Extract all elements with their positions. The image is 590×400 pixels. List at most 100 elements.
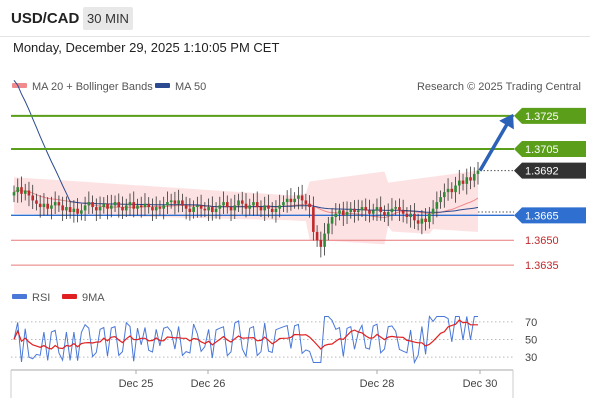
candle-body: [413, 213, 416, 221]
candle-body: [154, 207, 158, 211]
candle-body: [61, 205, 64, 211]
candle-body: [379, 207, 383, 213]
candle-body: [23, 190, 27, 194]
candle-body: [188, 208, 192, 213]
candle-body: [315, 231, 319, 241]
ma9-legend-swatch: [62, 294, 77, 299]
candle-body: [38, 203, 42, 208]
candle-body: [147, 203, 151, 208]
candle-body: [383, 212, 386, 216]
price-tag-label-1.3635: 1.3635: [525, 260, 559, 272]
candle-body: [87, 202, 91, 206]
forecast-arrow-head: [499, 113, 514, 130]
candle-body: [428, 213, 431, 222]
candle-body: [293, 198, 296, 203]
candle-body: [469, 177, 472, 181]
candle-body: [420, 218, 424, 224]
candle-body: [409, 213, 412, 218]
candle-body: [345, 212, 349, 216]
candle-body: [143, 203, 147, 208]
candle-body: [181, 200, 184, 206]
price-tags: 1.3725 1.3705 1.3692 1.3665 1.3650 1.3635: [514, 107, 586, 272]
candle-body: [218, 205, 222, 209]
ma20-legend-swatch: [12, 83, 27, 88]
forecast-arrow: [478, 113, 514, 172]
candle-body: [278, 205, 281, 209]
candle-body: [401, 210, 405, 214]
candle-body: [158, 207, 162, 209]
x-tick-label: Dec 28: [360, 378, 395, 390]
candle-body: [53, 202, 57, 206]
candle-body: [27, 190, 31, 196]
candle-body: [98, 207, 102, 211]
candle-body: [240, 200, 244, 204]
candle-body: [35, 200, 38, 204]
candle-body: [124, 205, 128, 211]
candle-body: [132, 202, 136, 209]
rsi-level-label-70: 70: [525, 317, 537, 329]
timeframe-button[interactable]: 30 MIN: [83, 7, 133, 30]
candle-body: [80, 210, 83, 214]
candle-body: [225, 202, 229, 208]
candle-body: [109, 205, 113, 209]
price-tag-label-1.3692: 1.3692: [525, 166, 559, 178]
candle-body: [424, 218, 427, 222]
candle-body: [341, 210, 345, 216]
candle-body: [65, 207, 68, 211]
ma20-legend-label: MA 20 + Bollinger Bands: [32, 81, 153, 93]
candle-body: [42, 203, 46, 208]
candle-body: [248, 205, 252, 209]
candle-body: [394, 207, 397, 209]
candle-body: [308, 203, 311, 208]
candle-body: [102, 203, 106, 208]
candle-body: [319, 240, 323, 247]
x-tick-label: Dec 30: [463, 378, 498, 390]
candle-body: [12, 192, 16, 196]
candle-body: [416, 220, 420, 224]
rsi-legend-swatch: [12, 294, 27, 299]
candle-body: [139, 205, 143, 208]
candle-body: [431, 208, 435, 214]
candle-body: [270, 208, 274, 213]
rsi-level-label-50: 50: [525, 335, 537, 347]
candle-body: [386, 212, 390, 216]
candle-body: [233, 205, 237, 211]
candle-body: [405, 213, 409, 218]
price-tag-label-1.3725: 1.3725: [525, 111, 559, 123]
candle-body: [360, 207, 364, 211]
candle-body: [31, 195, 35, 201]
candle-body: [446, 188, 450, 193]
candle-body: [259, 207, 263, 211]
candle-body: [214, 208, 218, 213]
candle-body: [304, 200, 308, 204]
candle-body: [398, 207, 401, 211]
candle-body: [300, 195, 304, 201]
candle-body: [91, 202, 94, 208]
symbol-title: USD/CAD: [11, 10, 80, 27]
candle-body: [46, 203, 49, 209]
candle-body: [349, 208, 353, 213]
candle-body: [16, 187, 20, 193]
x-axis-ticks: Dec 25 Dec 26 Dec 28 Dec 30: [119, 370, 498, 390]
candle-body: [461, 180, 465, 184]
candle-body: [439, 197, 442, 203]
candle-body: [371, 210, 375, 214]
candle-body: [476, 170, 480, 174]
x-tick-label: Dec 25: [119, 378, 154, 390]
candle-body: [237, 200, 240, 206]
candle-body: [83, 205, 87, 211]
rsi-legend-label: RSI: [32, 292, 50, 304]
candle-body: [334, 213, 338, 218]
candle-body: [169, 200, 173, 203]
rsi-level-label-30: 30: [525, 352, 537, 364]
candle-body: [57, 202, 61, 206]
candle-body: [184, 205, 188, 209]
price-tag-label-1.3650: 1.3650: [525, 235, 559, 247]
candle-body: [117, 202, 121, 208]
candle-body: [106, 203, 109, 209]
x-tick-label: Dec 26: [191, 378, 226, 390]
price-tag-1.3665: [514, 207, 586, 224]
candle-body: [443, 192, 446, 198]
price-tag-label-1.3705: 1.3705: [525, 144, 559, 156]
candle-body: [196, 205, 199, 208]
